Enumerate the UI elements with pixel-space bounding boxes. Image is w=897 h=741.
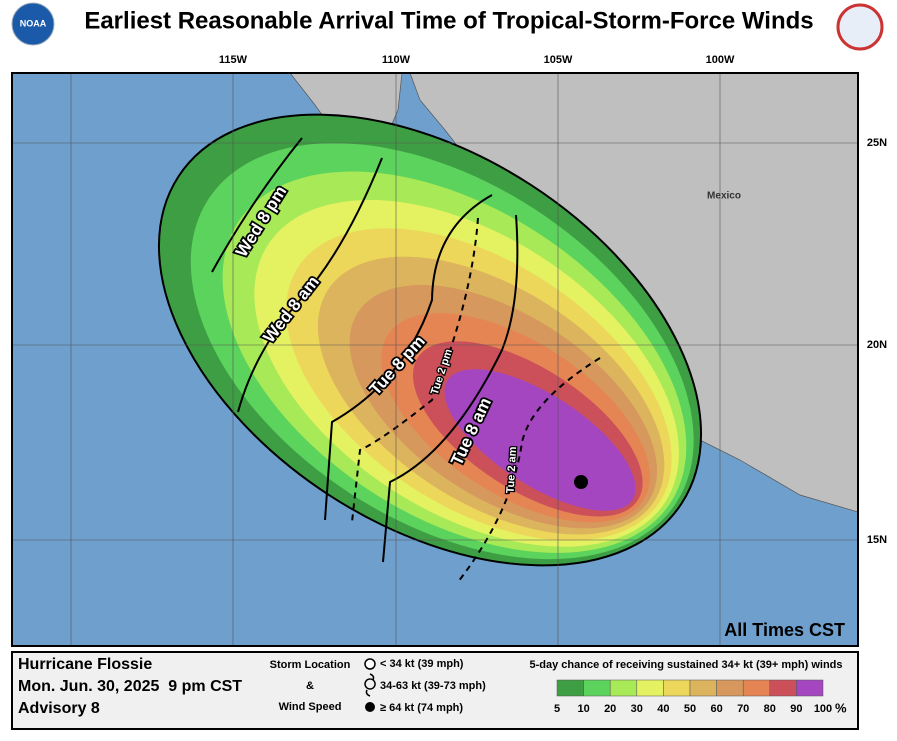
lat-label: 15N <box>867 534 887 546</box>
contour-label: Tue 2 am <box>505 446 519 494</box>
scale-swatch <box>609 679 638 697</box>
scale-label: 70 <box>737 703 749 715</box>
storm-location-title: Storm Location <box>270 659 351 671</box>
scale-swatch <box>796 679 824 697</box>
lon-label: 115W <box>219 54 248 66</box>
scale-swatch <box>689 679 717 697</box>
symbol-label: < 34 kt (39 mph) <box>380 658 464 670</box>
scale-swatch <box>636 679 664 697</box>
storm-symbol <box>574 475 588 489</box>
contour-line <box>237 157 383 413</box>
contour-line <box>211 137 303 273</box>
scale-label: 5 <box>554 703 560 715</box>
scale-title: 5-day chance of receiving sustained 34+ … <box>530 659 843 671</box>
wind-speed-title: Wind Speed <box>279 701 342 713</box>
lat-labels: 25N 20N 15N <box>867 137 887 546</box>
scale-label: 10 <box>577 703 589 715</box>
times-note: All Times CST <box>724 620 845 640</box>
title: Earliest Reasonable Arrival Time of Trop… <box>84 7 813 34</box>
scale-swatch <box>556 679 584 697</box>
probability-band <box>444 369 636 511</box>
scale-label: 30 <box>631 703 643 715</box>
scale-swatch <box>769 679 797 697</box>
contour-line <box>382 214 519 563</box>
scale-swatch <box>716 679 744 697</box>
symbol-label: ≥ 64 kt (74 mph) <box>380 702 463 714</box>
scale-swatch <box>663 679 691 697</box>
lat-label: 25N <box>867 137 887 149</box>
scale-label: 90 <box>790 703 802 715</box>
scale-swatch <box>742 679 771 697</box>
amp: & <box>306 680 314 692</box>
scale-label: 100 <box>814 703 832 715</box>
contour-line <box>324 194 493 521</box>
map-frame <box>11 72 859 647</box>
scale-label: 60 <box>710 703 722 715</box>
symbol-ts <box>364 673 376 697</box>
place-label: Mexico <box>707 191 741 202</box>
scale-label: 20 <box>604 703 616 715</box>
lon-label: 110W <box>382 54 411 66</box>
lon-labels: 115W 110W 105W 100W <box>219 54 735 66</box>
symbol-weak <box>364 658 376 670</box>
symbol-label: 34-63 kt (39-73 mph) <box>380 680 486 692</box>
lon-label: 105W <box>544 54 573 66</box>
svg-text:NOAA: NOAA <box>20 18 47 28</box>
advisory-time: Mon. Jun. 30, 2025 9 pm CST <box>18 678 242 695</box>
scale-unit: % <box>835 700 847 715</box>
scale-label: 80 <box>764 703 776 715</box>
lon-label: 100W <box>706 54 735 66</box>
advisory: Advisory 8 <box>18 700 100 717</box>
contour-line <box>457 357 601 583</box>
contour-line <box>351 217 479 523</box>
lat-label: 20N <box>867 339 887 351</box>
symbol-hurricane <box>365 702 375 712</box>
scale-label: 40 <box>657 703 669 715</box>
storm-name: Hurricane Flossie <box>18 656 152 673</box>
noaa-logo <box>11 2 55 46</box>
scale-swatch <box>583 679 611 697</box>
scale-label: 50 <box>684 703 696 715</box>
nws-logo <box>836 3 884 51</box>
